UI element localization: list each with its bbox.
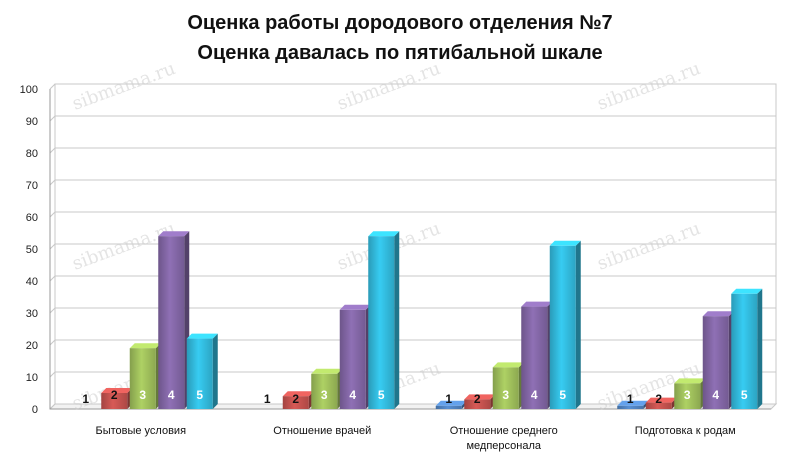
bar-top <box>702 311 734 317</box>
gridline <box>49 211 776 218</box>
chart-title-line-1: Оценка работы дородового отделения №7 <box>187 12 613 34</box>
bar-top <box>158 231 190 237</box>
y-tick-label: 30 <box>26 308 38 320</box>
chart-title-line-2: Оценка давалась по пятибальной шкале <box>197 42 603 64</box>
bar <box>731 288 763 409</box>
x-category-label: Отношение врачей <box>273 425 371 437</box>
bar-series-label: 1 <box>82 392 89 406</box>
chart-title: Оценка работы дородового отделения №7 Оц… <box>0 8 800 68</box>
bar-series-label: 4 <box>349 388 356 402</box>
y-tick-label: 90 <box>26 116 38 128</box>
bar-side <box>394 231 400 409</box>
bar-top <box>435 400 467 406</box>
bar-front <box>368 236 395 409</box>
bar-front <box>101 393 128 409</box>
bar-series-label: 1 <box>627 392 634 406</box>
bar-top <box>617 400 649 406</box>
bar <box>492 362 524 409</box>
bar-series-label: 3 <box>684 388 691 402</box>
bar-top <box>101 388 133 393</box>
y-tick-label: 20 <box>26 340 38 352</box>
bar-top <box>549 240 581 246</box>
bar-top <box>129 343 161 349</box>
y-tick-label: 80 <box>26 148 38 160</box>
y-tick-label: 50 <box>26 244 38 256</box>
x-category-label: Бытовые условия <box>95 425 186 437</box>
bar-front <box>617 405 644 409</box>
bar-front <box>464 399 491 409</box>
bar <box>311 368 343 409</box>
bar-front <box>521 306 548 409</box>
bar-front <box>674 383 701 409</box>
bar-series-label: 1 <box>445 392 452 406</box>
y-tick-label: 0 <box>32 404 38 416</box>
bar-front <box>339 309 366 409</box>
bar-top <box>311 368 343 374</box>
bar-front <box>645 402 672 409</box>
bar-front <box>492 367 519 409</box>
gridline <box>49 115 776 122</box>
bar-front <box>702 316 729 409</box>
bar-front <box>731 293 758 409</box>
bar-series-label: 5 <box>196 388 203 402</box>
bar-top <box>186 333 218 339</box>
bar-series-label: 4 <box>531 388 538 402</box>
bar-top <box>492 362 524 368</box>
bar-top <box>464 394 496 400</box>
bar-side <box>757 288 763 409</box>
bar-side <box>212 333 218 409</box>
bar-series-label: 3 <box>321 388 328 402</box>
bar-top <box>731 288 763 294</box>
y-tick-label: 40 <box>26 276 38 288</box>
bar <box>158 231 190 409</box>
bar <box>702 311 734 409</box>
bar-top <box>282 391 314 397</box>
gridline <box>49 243 776 250</box>
gridline <box>49 147 776 154</box>
bar <box>549 240 581 409</box>
x-category-label: медперсонала <box>466 440 541 452</box>
bar-top <box>339 304 371 310</box>
y-tick-label: 60 <box>26 212 38 224</box>
bar-series-label: 5 <box>559 388 566 402</box>
bar-series-label: 2 <box>474 392 481 406</box>
bar-top <box>368 231 400 237</box>
y-tick-label: 100 <box>20 84 38 96</box>
gridline <box>49 179 776 186</box>
bar-series-label: 3 <box>502 388 509 402</box>
bar-series-label: 1 <box>264 392 271 406</box>
bar <box>368 231 400 409</box>
bar-series-label: 2 <box>111 388 118 402</box>
y-tick-label: 10 <box>26 372 38 384</box>
bar-series-label: 2 <box>655 392 662 406</box>
bar-front <box>435 405 462 409</box>
bar-series-label: 5 <box>741 388 748 402</box>
bar-front <box>158 236 185 409</box>
bar-front <box>311 373 338 409</box>
y-tick-label: 70 <box>26 180 38 192</box>
bar-front <box>186 338 213 409</box>
x-category-label: Отношение среднего <box>450 425 558 437</box>
bar-front <box>549 245 576 409</box>
bar-top <box>674 378 706 384</box>
bar-series-label: 4 <box>712 388 719 402</box>
gridline <box>49 275 776 282</box>
bar-front <box>129 348 156 409</box>
bar-front <box>282 396 309 409</box>
bar-series-label: 4 <box>168 388 175 402</box>
bar-side <box>575 240 581 409</box>
bar-top <box>645 397 677 403</box>
gridline <box>49 83 776 90</box>
bar-series-label: 5 <box>378 388 385 402</box>
bar-series-label: 2 <box>292 392 299 406</box>
x-category-label: Подготовка к родам <box>635 425 736 437</box>
bar-top <box>521 301 553 307</box>
bar <box>186 333 218 409</box>
bar-series-label: 3 <box>139 388 146 402</box>
